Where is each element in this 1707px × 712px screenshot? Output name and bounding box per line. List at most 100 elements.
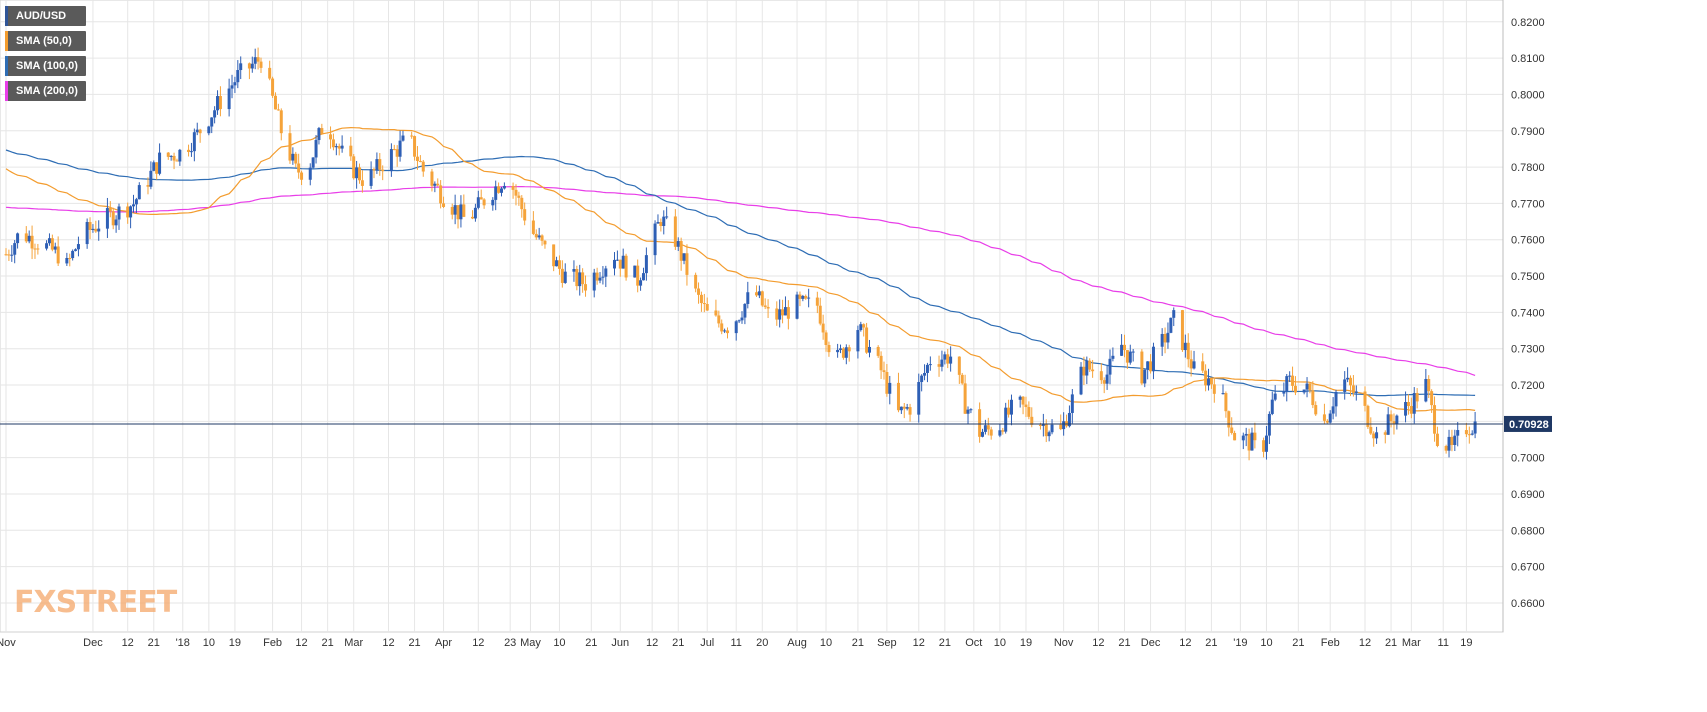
- candle-body: [1447, 436, 1451, 451]
- candle-body: [473, 207, 477, 219]
- candle-body: [88, 222, 92, 230]
- candle-body: [436, 183, 440, 186]
- x-tick-label: Feb: [1321, 637, 1340, 649]
- x-tick-label: May: [520, 637, 541, 649]
- candle-body: [1349, 377, 1353, 386]
- candle-body: [865, 327, 869, 353]
- candle-body: [1128, 351, 1132, 363]
- candle-body: [1343, 379, 1347, 392]
- x-tick-label: Oct: [965, 637, 982, 649]
- y-tick-label: 0.6800: [1511, 525, 1545, 537]
- candle-body: [899, 406, 903, 411]
- candle-body: [1201, 361, 1205, 371]
- legend: AUD/USD SMA (50,0) SMA (100,0) SMA (200,…: [5, 6, 86, 106]
- candle-body: [821, 323, 825, 333]
- candle-body: [1282, 391, 1286, 394]
- candle-body: [1354, 391, 1358, 393]
- candle-body: [624, 255, 628, 278]
- candle-body: [491, 199, 495, 206]
- candle-body: [659, 222, 663, 226]
- candle-body: [499, 188, 503, 193]
- candle-body: [578, 272, 582, 287]
- candle-body: [534, 233, 538, 238]
- candle-body: [479, 197, 483, 200]
- candle-body: [108, 208, 112, 212]
- legend-item-sma50[interactable]: SMA (50,0): [5, 31, 86, 51]
- y-tick-label: 0.7400: [1511, 307, 1545, 319]
- candle-body: [1273, 393, 1277, 400]
- candle-body: [1207, 378, 1211, 386]
- candle-body: [1473, 421, 1477, 434]
- x-tick-label: 12: [913, 637, 925, 649]
- candle-body: [288, 133, 292, 161]
- candle-body: [13, 243, 17, 255]
- x-tick-label: 20: [756, 637, 768, 649]
- candle-body: [1464, 430, 1468, 435]
- candle-body: [699, 294, 703, 304]
- candle-body: [415, 156, 419, 161]
- legend-item-sma200[interactable]: SMA (200,0): [5, 81, 86, 101]
- candle-body: [604, 268, 608, 277]
- x-tick-label: 12: [122, 637, 134, 649]
- candle-body: [389, 149, 393, 172]
- candle-body: [705, 304, 709, 311]
- candle-body: [131, 204, 135, 207]
- candle-body: [679, 241, 683, 261]
- candle-body: [1122, 344, 1126, 351]
- candle-body: [91, 228, 95, 230]
- candle-body: [273, 95, 277, 110]
- candle-body: [1062, 421, 1066, 430]
- candle-body: [1314, 405, 1318, 415]
- x-tick-label: 21: [408, 637, 420, 649]
- candle-body: [560, 268, 564, 283]
- candle-body: [1351, 385, 1355, 393]
- candle-body: [697, 288, 701, 295]
- candle-body: [381, 169, 385, 172]
- candle-body: [1108, 358, 1112, 375]
- candle-body: [1169, 317, 1173, 333]
- y-tick-label: 0.7600: [1511, 235, 1545, 247]
- candle-body: [250, 63, 254, 69]
- candle-body: [97, 228, 101, 232]
- candle-body: [1059, 424, 1063, 430]
- candle-body: [723, 330, 727, 332]
- candle-body: [230, 85, 234, 89]
- candle-body: [1346, 377, 1350, 380]
- legend-label: AUD/USD: [16, 10, 67, 22]
- candle-body: [137, 185, 141, 200]
- candle-body: [867, 346, 871, 353]
- candle-body: [778, 309, 782, 320]
- candle-body: [45, 243, 49, 249]
- candle-body: [355, 167, 359, 179]
- plot-area: [0, 0, 1504, 633]
- legend-item-sma100[interactable]: SMA (100,0): [5, 56, 86, 76]
- candle-body: [369, 169, 373, 186]
- candle-body: [517, 195, 521, 198]
- x-tick-label: 12: [382, 637, 394, 649]
- candle-body: [178, 149, 182, 162]
- candle-body: [1291, 375, 1295, 386]
- candle-body: [1209, 378, 1213, 385]
- candle-body: [291, 153, 295, 161]
- candle-body: [1125, 350, 1129, 363]
- candle-body: [983, 425, 987, 432]
- candle-body: [317, 128, 321, 141]
- candle-body: [1392, 421, 1396, 425]
- x-tick-label: Dec: [83, 637, 103, 649]
- candle-body: [798, 294, 802, 299]
- candle-body: [856, 330, 860, 352]
- candle-body: [1424, 378, 1428, 402]
- candle-body: [166, 152, 170, 157]
- candle-body: [1262, 440, 1266, 452]
- legend-item-audusd[interactable]: AUD/USD: [5, 6, 86, 26]
- candle-body: [311, 157, 315, 168]
- candle-body: [1027, 407, 1031, 417]
- y-tick-label: 0.7300: [1511, 344, 1545, 356]
- candle-body: [1021, 396, 1025, 405]
- candle-body: [1322, 414, 1326, 421]
- candle-body: [923, 372, 927, 376]
- x-tick-label: Jun: [611, 637, 629, 649]
- candle-body: [989, 429, 993, 436]
- candle-body: [946, 354, 950, 364]
